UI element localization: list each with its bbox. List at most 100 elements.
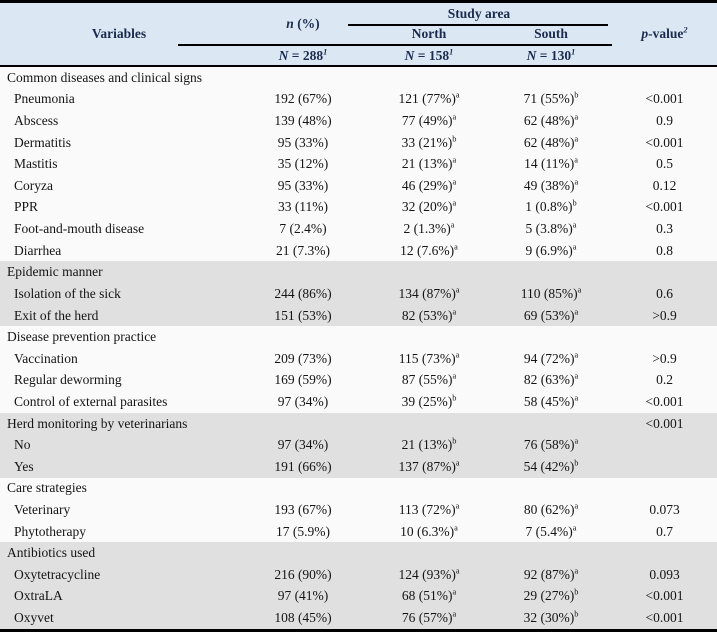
cell-north: 46 (29%)a [401,177,457,193]
row-label: Isolation of the sick [14,285,121,301]
section-header-row: Disease prevention practice [0,326,717,348]
cell-south: 71 (55%)b [523,90,579,107]
cell-p-value: 0.5 [656,156,673,172]
row-veterinary: Veterinary 193 (67%) 113 (72%)a 80 (62%)a 0.… [0,499,717,521]
cell-north: 87 (55%)a [401,371,457,388]
cell-n-overall: 191 (66%) [274,458,332,474]
cell-n-overall: 97 (34%) [277,437,329,453]
cell-north: 33 (21%)b [401,134,457,150]
significance-letter: a [574,436,579,446]
cell-p-value: 0.3 [656,221,673,237]
significance-letter: a [454,242,458,252]
cell-n-overall: 7 (2.4%) [279,221,327,237]
significance-letter: a [455,285,460,295]
cell-n-overall: 35 (12%) [277,156,329,172]
section-title: Care strategies [7,480,87,496]
cell-n-overall: 108 (45%) [274,610,332,626]
cell-n-overall: 169 (59%) [274,372,332,388]
cell-p-value: 0.093 [649,566,680,582]
row-ppr: PPR 33 (11%) 32 (20%)a 1 (0.8%)b <0.001 [0,197,717,219]
cell-north: 137 (87%)a [398,458,460,474]
significance-letter: a [454,523,458,533]
p-value-footnote-mark: 2 [683,25,688,35]
cell-south: 58 (45%)a [523,393,579,409]
significance-letter: a [574,350,579,360]
row-regular-deworming: Regular deworming 169 (59%) 87 (55%)a 82 (6… [0,370,717,392]
significance-letter: a [452,198,457,208]
cell-south: 1 (0.8%)b [525,198,577,215]
cell-north: 32 (20%)a [401,198,457,215]
cell-p-value: <0.001 [645,134,684,150]
significance-letter: b [574,587,579,597]
cell-n-overall: 95 (33%) [277,177,329,193]
cell-north: 77 (49%)a [401,112,457,129]
row-no: No 97 (34%) 21 (13%)b 76 (58%)a [0,434,717,456]
cell-p-value: >0.9 [652,350,677,366]
significance-letter: a [455,458,460,468]
cell-south: 62 (48%)a [523,112,579,129]
row-label: Mastitis [14,156,58,172]
cell-n-overall: 216 (90%) [274,566,332,582]
row-label: Yes [14,458,34,474]
cell-p-value: 0.6 [656,285,673,301]
row-label: Oxytetracycline [14,566,101,582]
col-header-north: North [411,26,447,41]
n-total-north: N = 1581 [404,47,454,63]
row-oxtrala: OxtraLA 97 (41%) 68 (51%)a 29 (27%)b <0.001 [0,586,717,608]
significance-letter: a [572,523,577,533]
section-header-row: Common diseases and clinical signs [0,67,717,89]
row-coryza: Coryza 95 (33%) 46 (29%)a 49 (38%)a 0.12 [0,175,717,197]
row-label: Coryza [14,177,53,193]
cell-n-overall: 17 (5.9%) [276,523,330,539]
row-yes: Yes 191 (66%) 137 (87%)a 54 (42%)b [0,456,717,478]
row-pneumonia: Pneumonia 192 (67%) 121 (77%)a 71 (55%)b <0.… [0,89,717,111]
cell-north: 115 (73%)a [398,350,460,366]
cell-north: 2 (1.3%)a [403,220,455,237]
section-header-row: Antibiotics used [0,542,717,564]
cell-n-overall: 95 (33%) [277,134,329,150]
significance-letter: a [452,587,457,597]
significance-letter: a [574,307,579,316]
cell-south: 14 (11%)a [524,155,578,172]
row-label: Dermatitis [14,134,71,150]
row-label: Exit of the herd [14,307,99,323]
cell-n-overall: 21 (7.3%) [276,242,330,258]
section-title: Herd monitoring by veterinarians [7,415,188,431]
significance-letter: b [574,609,579,619]
p-rest: -value [648,26,684,41]
section-title: Antibiotics used [7,545,96,561]
cell-p-value: <0.001 [645,91,684,107]
significance-letter: a [452,307,457,316]
cell-south: 92 (87%)a [523,566,579,582]
cell-north: 82 (53%)a [401,307,457,323]
cell-p-value: 0.7 [656,523,673,539]
cell-north: 10 (6.3%)a [400,523,458,539]
n-total-south: N = 1301 [526,47,576,63]
row-abscess: Abscess 139 (48%) 77 (49%)a 62 (48%)a 0.9 [0,110,717,132]
significance-letter: a [574,371,579,381]
cell-n-overall: 97 (34%) [277,393,329,409]
cell-south: 110 (85%)a [520,285,582,301]
row-control-of-external-parasites: Control of external parasites 97 (34%) 39 … [0,391,717,413]
cell-n-overall: 192 (67%) [274,91,332,107]
col-header-south: South [534,26,568,41]
section-header-row: Care strategies [0,478,717,500]
n-rest: (%) [293,15,320,31]
significance-letter: a [452,371,457,381]
significance-letter: a [455,350,460,360]
cell-south: 82 (63%)a [523,371,579,388]
significance-letter: a [452,177,457,187]
row-label: Abscess [14,113,59,129]
n-total-overall: N = 2881 [278,47,328,63]
row-phytotherapy: Phytotherapy 17 (5.9%) 10 (6.3%)a 7 (5.4%)a… [0,521,717,543]
significance-letter: a [574,393,579,403]
section-header-row: Epidemic manner [0,261,717,283]
cell-n-overall: 97 (41%) [277,588,329,604]
cell-n-overall: 244 (86%) [274,285,332,301]
cell-p-value: <0.001 [645,199,684,215]
col-header-variables: Variables [91,26,147,41]
row-label: Control of external parasites [14,393,168,409]
cell-south: 80 (62%)a [523,501,579,517]
significance-letter: a [572,220,577,230]
